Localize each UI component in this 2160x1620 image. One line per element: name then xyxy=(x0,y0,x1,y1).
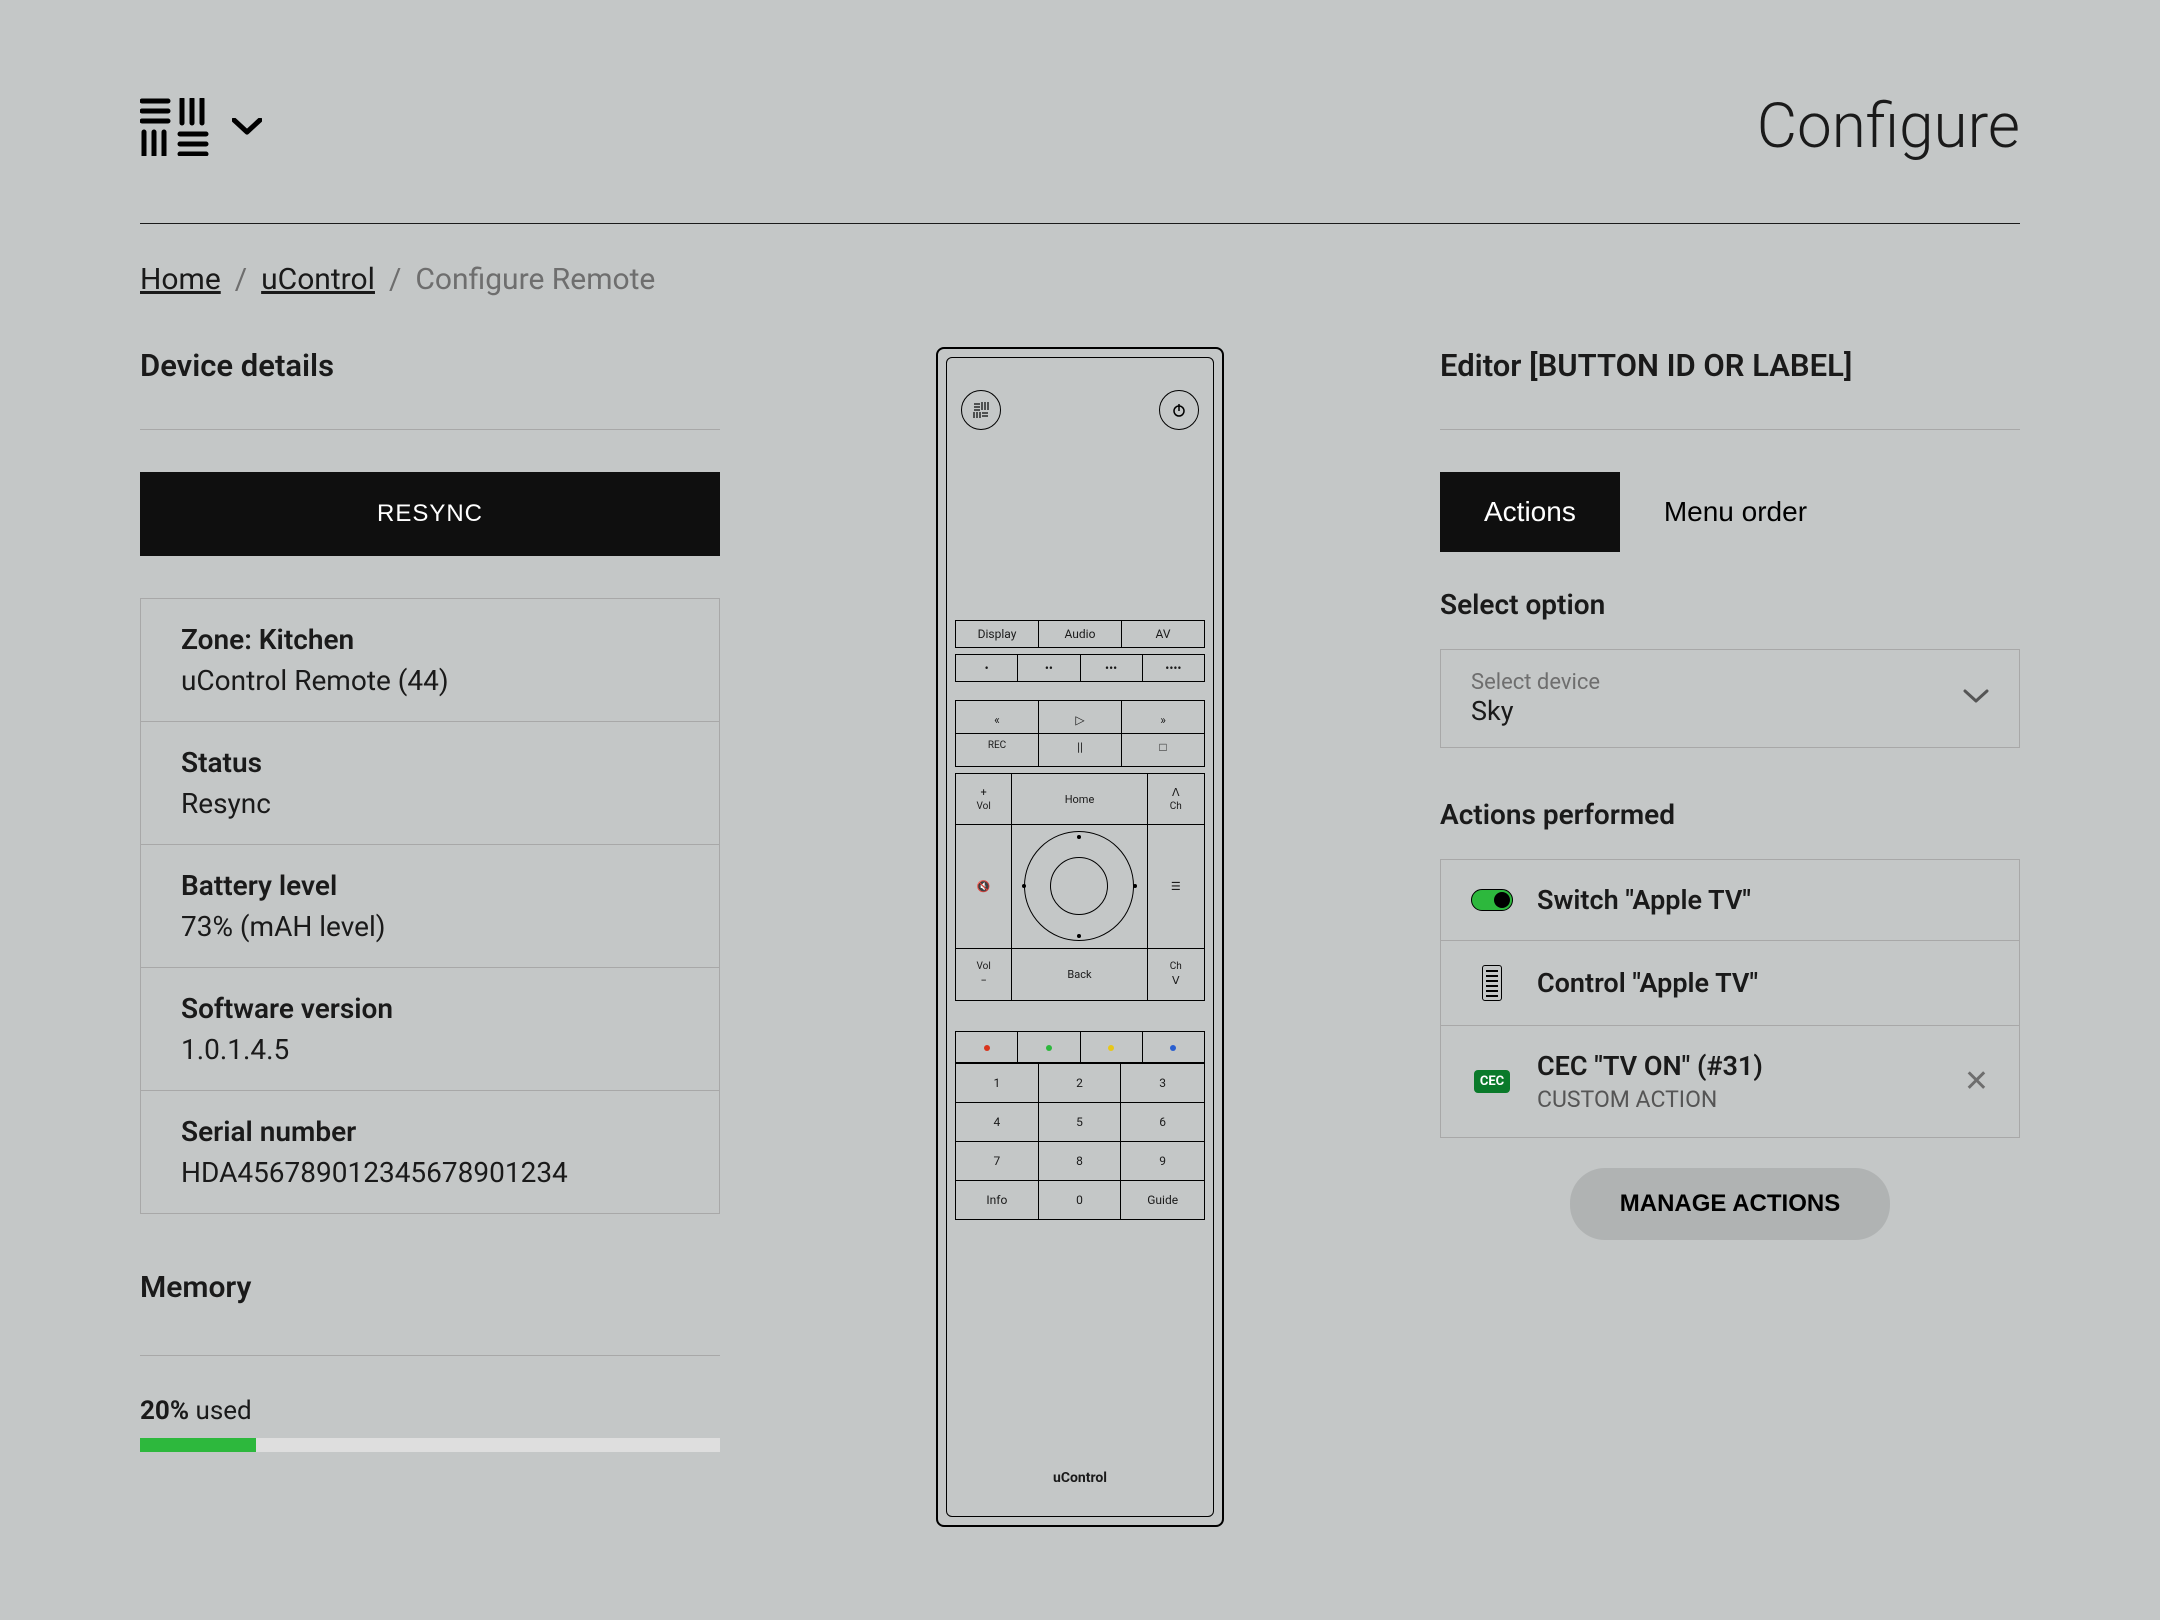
breadcrumb-home[interactable]: Home xyxy=(140,262,221,297)
remote-red-button[interactable] xyxy=(956,1032,1018,1062)
remote-vol-down-button[interactable]: Vol − xyxy=(956,949,1012,1000)
remote-mute-button[interactable]: 🔇 xyxy=(956,825,1012,948)
remote-yellow-button[interactable] xyxy=(1081,1032,1143,1062)
actions-performed-label: Actions performed xyxy=(1440,798,2020,831)
toggle-icon xyxy=(1471,889,1513,911)
remote-display-button[interactable]: Display xyxy=(956,621,1039,647)
status-label: Status xyxy=(181,746,679,779)
remote-num-6[interactable]: 6 xyxy=(1121,1103,1204,1142)
battery-value: 73% (mAH level) xyxy=(181,910,679,943)
breadcrumb: Home / uControl / Configure Remote xyxy=(140,224,2020,347)
remote-guide-button[interactable]: Guide xyxy=(1121,1181,1204,1219)
action-row-control[interactable]: Control "Apple TV" xyxy=(1441,941,2019,1026)
remote-ch-down-button[interactable]: Ch ᐯ xyxy=(1148,949,1204,1000)
breadcrumb-ucontrol[interactable]: uControl xyxy=(261,262,375,297)
zone-value: uControl Remote (44) xyxy=(181,664,679,697)
page-title: Configure xyxy=(1757,90,2020,163)
device-details-heading: Device details xyxy=(140,347,720,430)
remote-dot1-button[interactable]: • xyxy=(956,655,1018,681)
remote-num-7[interactable]: 7 xyxy=(956,1142,1039,1181)
remote-rw-rec-button[interactable]: « REC xyxy=(956,701,1039,766)
battery-label: Battery level xyxy=(181,869,679,902)
memory-bar xyxy=(140,1438,720,1452)
breadcrumb-current: Configure Remote xyxy=(415,262,655,297)
remote-info-button[interactable]: Info xyxy=(956,1181,1039,1219)
remote-play-pause-button[interactable]: ▷ || xyxy=(1039,701,1122,766)
editor-heading: Editor [BUTTON ID OR LABEL] xyxy=(1440,347,2020,430)
sw-value: 1.0.1.4.5 xyxy=(181,1033,679,1066)
action-row-cec[interactable]: CEC CEC "TV ON" (#31) CUSTOM ACTION ✕ xyxy=(1441,1026,2019,1137)
device-details-table: Zone: Kitchen uControl Remote (44) Statu… xyxy=(140,598,720,1214)
remote-num-4[interactable]: 4 xyxy=(956,1103,1039,1142)
remote-mockup: Display Audio AV • •• ••• •••• « xyxy=(936,347,1224,1527)
remote-ff-stop-button[interactable]: » □ xyxy=(1122,701,1204,766)
remote-grid-icon[interactable] xyxy=(961,390,1001,430)
brand-logo-icon xyxy=(140,98,212,156)
remote-dot4-button[interactable]: •••• xyxy=(1143,655,1204,681)
tab-menu-order[interactable]: Menu order xyxy=(1620,472,1851,552)
remote-menu-button[interactable]: ☰ xyxy=(1148,825,1204,948)
remote-blue-button[interactable] xyxy=(1143,1032,1204,1062)
remote-av-button[interactable]: AV xyxy=(1122,621,1204,647)
memory-heading: Memory xyxy=(140,1270,720,1356)
remote-num-0[interactable]: 0 xyxy=(1039,1181,1122,1219)
remote-brand-label: uControl xyxy=(947,1470,1213,1486)
sw-label: Software version xyxy=(181,992,679,1025)
zone-label: Zone: Kitchen xyxy=(181,623,679,656)
chevron-down-icon xyxy=(1963,689,1989,709)
serial-value: HDA456789012345678901234 xyxy=(181,1156,679,1189)
remote-back-button[interactable]: Back xyxy=(1012,949,1147,1000)
memory-label: 20% used xyxy=(140,1396,720,1426)
remote-dot2-button[interactable]: •• xyxy=(1018,655,1080,681)
remote-num-9[interactable]: 9 xyxy=(1121,1142,1204,1181)
remote-num-3[interactable]: 3 xyxy=(1121,1064,1204,1103)
remote-num-8[interactable]: 8 xyxy=(1039,1142,1122,1181)
device-select[interactable]: Select device Sky xyxy=(1440,649,2020,748)
status-value: Resync xyxy=(181,787,679,820)
remote-icon xyxy=(1482,965,1502,1001)
tab-actions[interactable]: Actions xyxy=(1440,472,1620,552)
remote-home-button[interactable]: Home xyxy=(1012,774,1147,825)
remote-num-5[interactable]: 5 xyxy=(1039,1103,1122,1142)
close-icon[interactable]: ✕ xyxy=(1964,1064,1989,1099)
chevron-down-icon[interactable] xyxy=(232,118,262,136)
remote-ch-up-button[interactable]: ᐱ Ch xyxy=(1148,774,1204,825)
remote-green-button[interactable] xyxy=(1018,1032,1080,1062)
remote-power-icon[interactable] xyxy=(1159,390,1199,430)
serial-label: Serial number xyxy=(181,1115,679,1148)
cec-badge-icon: CEC xyxy=(1474,1070,1510,1093)
remote-vol-up-button[interactable]: + Vol xyxy=(956,774,1012,825)
remote-audio-button[interactable]: Audio xyxy=(1039,621,1122,647)
remote-dpad-center[interactable] xyxy=(1012,825,1147,948)
remote-dot3-button[interactable]: ••• xyxy=(1081,655,1143,681)
select-option-label: Select option xyxy=(1440,588,2020,621)
action-row-switch[interactable]: Switch "Apple TV" xyxy=(1441,860,2019,941)
remote-num-1[interactable]: 1 xyxy=(956,1064,1039,1103)
resync-button[interactable]: RESYNC xyxy=(140,472,720,556)
remote-num-2[interactable]: 2 xyxy=(1039,1064,1122,1103)
manage-actions-button[interactable]: MANAGE ACTIONS xyxy=(1570,1168,1890,1240)
